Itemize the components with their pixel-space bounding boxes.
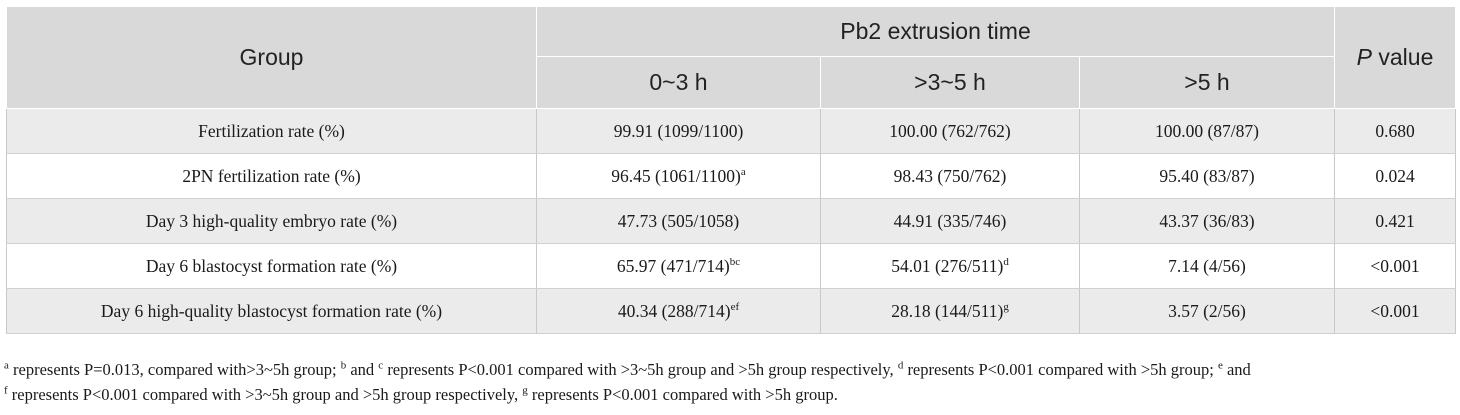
- results-table: Group Pb2 extrusion time P value 0~3 h >…: [6, 6, 1456, 334]
- table-row: 2PN fertilization rate (%) 96.45 (1061/1…: [6, 153, 1456, 199]
- cell-0-3h: 47.73 (505/1058): [536, 198, 821, 244]
- cell-superscript: a: [740, 165, 746, 178]
- cell-over-5h: 95.40 (83/87): [1079, 153, 1335, 199]
- cell-superscript: g: [1003, 300, 1009, 313]
- table-footnote: a represents P=0.013, compared with>3~5h…: [4, 357, 1456, 407]
- cell-over-5h: 7.14 (4/56): [1079, 243, 1335, 289]
- cell-value: 54.01 (276/511): [891, 255, 1004, 276]
- cell-value: 96.45 (1061/1100): [611, 165, 741, 186]
- cell-over-5h: 100.00 (87/87): [1079, 108, 1335, 154]
- cell-3-5h: 98.43 (750/762): [820, 153, 1080, 199]
- footnote-mark-f: f: [4, 384, 8, 397]
- cell-3-5h: 28.18 (144/511)g: [820, 288, 1080, 334]
- cell-value: 40.34 (288/714): [617, 300, 731, 321]
- subheader-3-5h: >3~5 h: [820, 56, 1080, 109]
- row-label: Day 6 high-quality blastocyst formation …: [6, 288, 537, 334]
- p-value-header: P value: [1334, 6, 1456, 109]
- p-value-header-italic: P: [1356, 44, 1372, 70]
- footnote-text: represents P<0.001 compared with >3~5h g…: [7, 385, 523, 404]
- footnote-text: represents P<0.001 compared with >5h gro…: [903, 360, 1218, 379]
- cell-value: 98.43 (750/762): [893, 165, 1007, 186]
- cell-value: 44.91 (335/746): [893, 210, 1007, 231]
- cell-value: 47.73 (505/1058): [617, 210, 740, 231]
- footnote-mark-b: b: [340, 359, 347, 372]
- cell-p-value: 0.421: [1334, 198, 1456, 244]
- footnote-mark-c: c: [378, 359, 384, 372]
- cell-over-5h: 3.57 (2/56): [1079, 288, 1335, 334]
- subheader-0-3h: 0~3 h: [536, 56, 821, 109]
- header-row-top: Group Pb2 extrusion time P value: [6, 6, 1456, 109]
- cell-value: 100.00 (762/762): [889, 120, 1011, 141]
- header-row-sub: 0~3 h >3~5 h >5 h: [7, 56, 1456, 109]
- row-label: Day 6 blastocyst formation rate (%): [6, 243, 537, 289]
- cell-3-5h: 100.00 (762/762): [820, 108, 1080, 154]
- cell-p-value: <0.001: [1334, 243, 1456, 289]
- footnote-mark-e: e: [1217, 359, 1223, 372]
- cell-p-value: <0.001: [1334, 288, 1456, 334]
- footnote-mark-g: g: [522, 384, 528, 397]
- cell-0-3h: 99.91 (1099/1100): [536, 108, 821, 154]
- cell-p-value: 0.680: [1334, 108, 1456, 154]
- cell-0-3h: 65.97 (471/714)bc: [536, 243, 821, 289]
- cell-value: 65.97 (471/714): [616, 255, 730, 276]
- cell-value: 99.91 (1099/1100): [613, 120, 744, 141]
- cell-superscript: d: [1003, 255, 1009, 268]
- table-row: Day 6 blastocyst formation rate (%) 65.9…: [6, 243, 1456, 289]
- p-value-header-rest: value: [1371, 44, 1434, 70]
- cell-superscript: bc: [729, 255, 741, 268]
- cell-over-5h: 43.37 (36/83): [1079, 198, 1335, 244]
- cell-3-5h: 54.01 (276/511)d: [820, 243, 1080, 289]
- footnote-text: represents P<0.001 compared with >3~5h g…: [383, 360, 898, 379]
- footnote-mark-a: a: [4, 359, 9, 372]
- extrusion-time-header: Pb2 extrusion time: [536, 6, 1335, 57]
- footnote-text: and: [346, 360, 379, 379]
- table-row: Day 3 high-quality embryo rate (%) 47.73…: [6, 198, 1456, 244]
- subheader-over-5h: >5 h: [1079, 56, 1335, 109]
- cell-value: 28.18 (144/511): [891, 300, 1004, 321]
- cell-3-5h: 44.91 (335/746): [820, 198, 1080, 244]
- row-label: 2PN fertilization rate (%): [6, 153, 537, 199]
- cell-0-3h: 40.34 (288/714)ef: [536, 288, 821, 334]
- cell-superscript: ef: [730, 300, 740, 313]
- cell-p-value: 0.024: [1334, 153, 1456, 199]
- table-row: Fertilization rate (%) 99.91 (1099/1100)…: [6, 108, 1456, 154]
- footnote-mark-d: d: [897, 359, 904, 372]
- footnote-text: represents P<0.001 compared with >5h gro…: [527, 385, 838, 404]
- cell-0-3h: 96.45 (1061/1100)a: [536, 153, 821, 199]
- row-label: Fertilization rate (%): [6, 108, 537, 154]
- group-header: Group: [6, 6, 537, 109]
- row-label: Day 3 high-quality embryo rate (%): [6, 198, 537, 244]
- footnote-text: represents P=0.013, compared with>3~5h g…: [8, 360, 341, 379]
- footnote-text: and: [1222, 360, 1251, 379]
- table-row: Day 6 high-quality blastocyst formation …: [6, 288, 1456, 334]
